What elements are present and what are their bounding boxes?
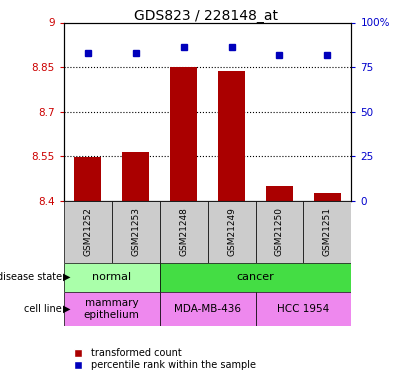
Text: ▶: ▶ <box>63 304 70 314</box>
Bar <box>314 193 341 201</box>
Legend: transformed count, percentile rank within the sample: transformed count, percentile rank withi… <box>69 348 256 370</box>
Bar <box>159 262 351 292</box>
Text: cell line: cell line <box>24 304 62 314</box>
Text: normal: normal <box>92 272 131 282</box>
Bar <box>208 201 256 262</box>
Bar <box>266 186 293 201</box>
Text: mammary
epithelium: mammary epithelium <box>84 298 140 320</box>
Bar <box>64 262 159 292</box>
Bar <box>64 201 112 262</box>
Bar <box>74 157 101 201</box>
Text: MDA-MB-436: MDA-MB-436 <box>174 304 241 314</box>
Bar <box>159 201 208 262</box>
Bar <box>218 70 245 201</box>
Bar <box>256 292 351 326</box>
Text: HCC 1954: HCC 1954 <box>277 304 330 314</box>
Text: GSM21251: GSM21251 <box>323 207 332 256</box>
Text: GSM21249: GSM21249 <box>227 207 236 256</box>
Text: GSM21250: GSM21250 <box>275 207 284 256</box>
Bar <box>171 67 197 201</box>
Bar <box>64 292 159 326</box>
Bar <box>256 201 303 262</box>
Text: cancer: cancer <box>237 272 275 282</box>
Bar <box>159 292 256 326</box>
Bar <box>303 201 351 262</box>
Bar <box>112 201 159 262</box>
Text: GSM21248: GSM21248 <box>179 207 188 256</box>
Text: GDS823 / 228148_at: GDS823 / 228148_at <box>134 9 277 23</box>
Text: GSM21253: GSM21253 <box>131 207 140 256</box>
Text: GSM21252: GSM21252 <box>83 207 92 256</box>
Text: disease state: disease state <box>0 272 62 282</box>
Bar <box>122 152 149 201</box>
Text: ▶: ▶ <box>63 272 70 282</box>
